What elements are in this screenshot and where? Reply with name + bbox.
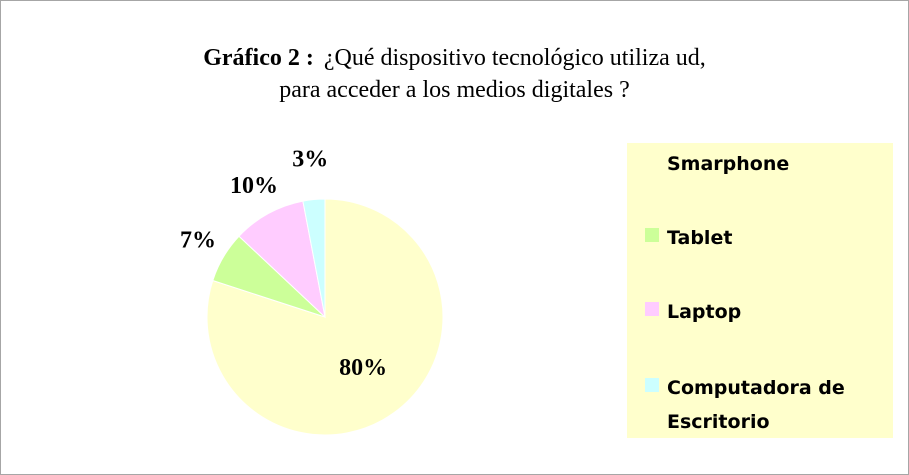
legend-entry: Smarphone [645, 147, 885, 181]
subtitle: para acceder a los medios digitales ? [279, 77, 630, 103]
legend-swatch [645, 228, 659, 242]
data-label: 10% [230, 173, 278, 199]
title: Gráfico 2 : [203, 45, 314, 71]
pie-slice [206, 198, 444, 436]
legend-label: Smarphone [667, 153, 790, 175]
legend-swatch [645, 378, 659, 392]
pie-slice [302, 198, 326, 318]
data-label: 7% [180, 227, 216, 253]
legend-label: Computadora de Escritorio [667, 377, 845, 433]
data-label: 3% [292, 146, 328, 172]
pie-slice [238, 200, 326, 319]
legend-swatch [645, 302, 659, 316]
legend-label: Laptop [667, 301, 742, 323]
subtitle: ¿Qué dispositivo tecnológico utiliza ud, [323, 45, 706, 71]
data-label: 80% [339, 355, 387, 381]
legend-entry: Tablet [645, 221, 885, 255]
chart-title: Gráfico 2 : ¿Qué dispositivo tecnológico … [0, 42, 909, 106]
legend-entry: Computadora de Escritorio [645, 371, 885, 439]
legend-entry: Laptop [645, 295, 885, 329]
title-line: Gráfico 2 : ¿Qué dispositivo tecnológico … [0, 42, 909, 74]
legend: Smarphone Tablet Laptop Computadora de Escr… [627, 143, 893, 438]
legend-swatch [645, 154, 659, 168]
legend-label: Tablet [667, 227, 733, 249]
